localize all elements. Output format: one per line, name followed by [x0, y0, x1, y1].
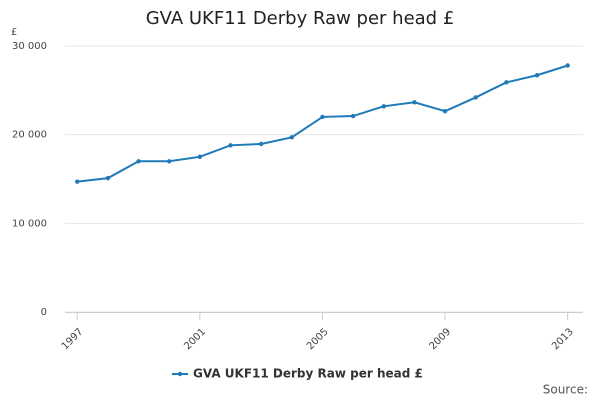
point — [228, 143, 233, 148]
point — [289, 135, 295, 140]
y-unit: £ — [11, 27, 17, 38]
point — [105, 175, 111, 181]
point — [565, 63, 570, 68]
point — [197, 154, 203, 160]
y-tick-label: 30 000 — [12, 41, 47, 52]
point — [350, 113, 356, 119]
x-tick-label: 2013 — [550, 326, 576, 352]
point — [258, 141, 264, 147]
point — [320, 114, 325, 120]
point — [167, 159, 172, 164]
source: Source: — [543, 383, 588, 397]
legend-marker — [177, 371, 183, 377]
point — [381, 104, 386, 109]
y-tick-label: 10 000 — [12, 218, 47, 229]
point — [504, 80, 509, 85]
point — [442, 108, 448, 114]
y-tick-label: 0 — [41, 307, 47, 318]
point — [534, 73, 540, 78]
x-tick-label: 2001 — [182, 326, 208, 352]
chart-title: GVA UKF11 Derby Raw per head £ — [146, 8, 455, 29]
x-tick-label: 2009 — [428, 326, 454, 352]
point — [473, 95, 478, 100]
x-tick-label: 1997 — [60, 326, 86, 352]
point — [412, 100, 417, 105]
legend-label: GVA UKF11 Derby Raw per head £ — [193, 367, 423, 381]
y-tick-label: 20 000 — [12, 130, 47, 141]
series-line — [77, 64, 568, 183]
point — [75, 179, 80, 184]
point — [136, 159, 141, 164]
x-tick-label: 2005 — [305, 326, 331, 352]
